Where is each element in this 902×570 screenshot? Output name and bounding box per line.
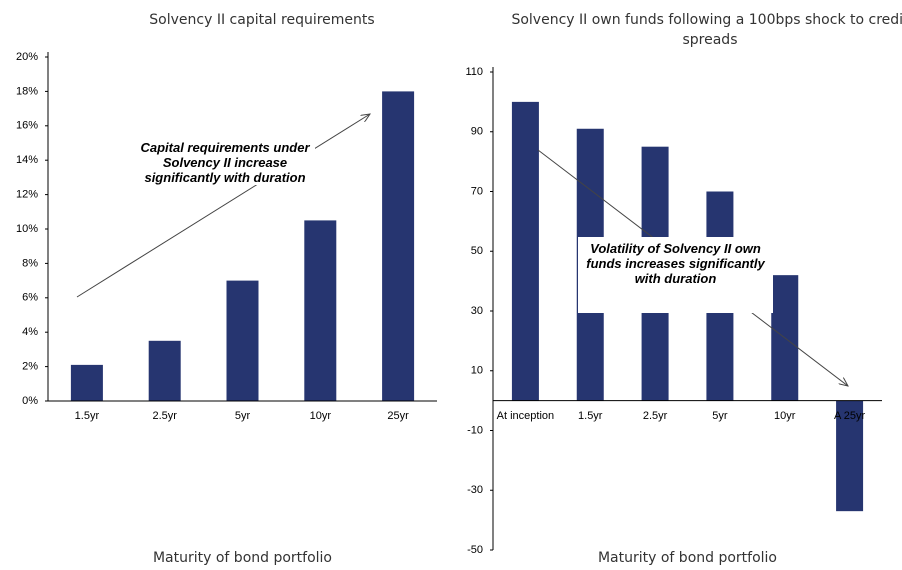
x-tick-label: 2.5yr (642, 409, 668, 422)
y-tick-label: -10 (467, 424, 483, 436)
x-tick-label: 1.5yr (74, 410, 100, 422)
y-tick-label: 12% (16, 189, 38, 201)
y-tick-label: 50 (471, 245, 483, 257)
y-tick-label: 16% (16, 120, 38, 132)
y-tick-label: -50 (467, 544, 483, 556)
x-tick-label: At inception (496, 409, 555, 422)
y-tick-label: 2% (22, 361, 38, 373)
x-tick-label: 10yr (774, 409, 796, 422)
y-tick-label: 4% (22, 326, 38, 338)
x-tick-label: 10yr (309, 410, 331, 422)
y-tick-label: 70 (471, 185, 483, 197)
bar (148, 340, 181, 401)
y-tick-label: 6% (22, 292, 38, 304)
x-axis-label: Maturity of bond portfolio (597, 550, 778, 566)
annotation-arrow (76, 114, 370, 298)
bar (70, 364, 103, 401)
chart-title: Solvency II own funds following a 100bps… (511, 12, 902, 48)
x-tick-label: 2.5yr (152, 410, 177, 422)
y-tick-label: -30 (467, 484, 483, 496)
x-tick-label: 25yr (387, 410, 409, 422)
x-tick-label: A 25yr (833, 409, 866, 422)
y-tick-label: 110 (465, 66, 483, 78)
bar (382, 91, 415, 402)
y-tick-label: 20% (16, 51, 38, 63)
y-tick-label: 90 (471, 126, 483, 138)
y-tick-label: 10% (16, 223, 38, 235)
y-tick-label: 14% (16, 154, 38, 166)
y-tick-label: 30 (471, 305, 483, 317)
x-tick-label: 1.5yr (578, 409, 603, 422)
y-tick-label: 18% (16, 85, 38, 97)
bar (226, 280, 259, 401)
y-tick-label: 10 (471, 365, 483, 377)
x-tick-label: 5yr (234, 410, 251, 422)
bar (304, 220, 337, 401)
x-tick-label: 5yr (712, 409, 728, 422)
annotation: Capital requirements under Solvency II i… (135, 140, 315, 185)
x-axis-label: Maturity of bond portfolio (152, 550, 333, 566)
bar (836, 400, 864, 512)
annotation: Volatility of Solvency II own funds incr… (578, 237, 773, 313)
chart-title: Solvency II capital requirements (149, 12, 375, 28)
y-tick-label: 8% (22, 257, 38, 269)
bar (511, 101, 539, 401)
y-tick-label: 0% (22, 395, 38, 407)
